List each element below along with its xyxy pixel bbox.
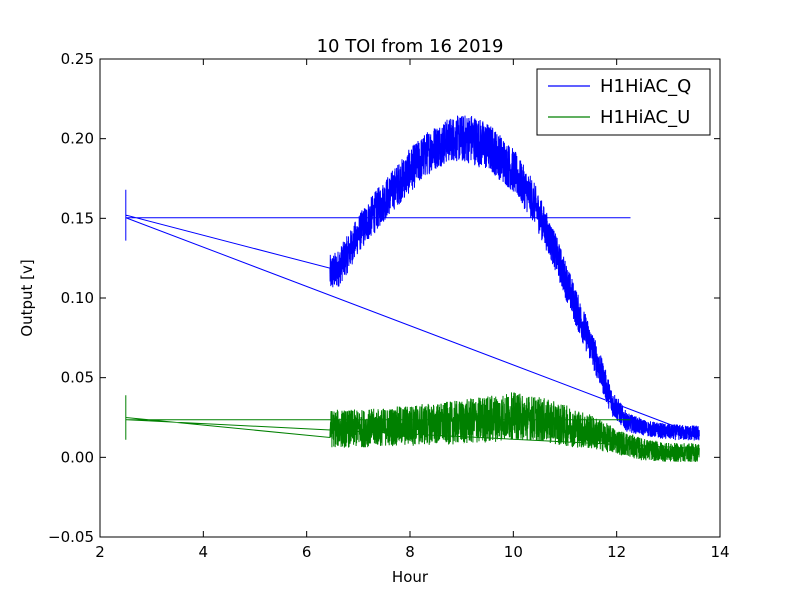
series-line — [125, 115, 700, 441]
series-layer — [125, 115, 700, 463]
legend-label-u: H1HiAC_U — [600, 107, 690, 128]
y-tick-label: 0.20 — [61, 130, 94, 148]
x-tick-label: 12 — [607, 543, 626, 561]
y-tick-label: 0.00 — [61, 448, 94, 466]
y-axis: −0.05 0.00 0.05 0.10 0.15 0.20 0.25 — [48, 50, 720, 546]
x-axis-label: Hour — [392, 568, 429, 586]
x-tick-label: 14 — [710, 543, 729, 561]
chart-title: 10 TOI from 16 2019 — [317, 36, 504, 57]
legend: H1HiAC_Q H1HiAC_U — [536, 68, 711, 136]
y-tick-label: 0.25 — [61, 50, 94, 68]
legend-box — [536, 68, 711, 136]
x-tick-label: 10 — [504, 543, 523, 561]
y-tick-label: −0.05 — [48, 528, 94, 546]
series-line — [125, 392, 700, 463]
x-tick-label: 4 — [199, 543, 209, 561]
series-h1hiac-q — [125, 115, 700, 441]
x-tick-label: 2 — [95, 543, 105, 561]
y-tick-label: 0.10 — [61, 289, 94, 307]
x-axis: 2 4 6 8 10 12 14 — [95, 59, 730, 561]
y-tick-label: 0.15 — [61, 209, 94, 227]
legend-label-q: H1HiAC_Q — [600, 76, 691, 97]
y-axis-label: Output [v] — [18, 259, 36, 336]
x-tick-label: 6 — [302, 543, 312, 561]
x-tick-label: 8 — [405, 543, 415, 561]
y-tick-label: 0.05 — [61, 369, 94, 387]
series-h1hiac-u — [125, 392, 700, 463]
